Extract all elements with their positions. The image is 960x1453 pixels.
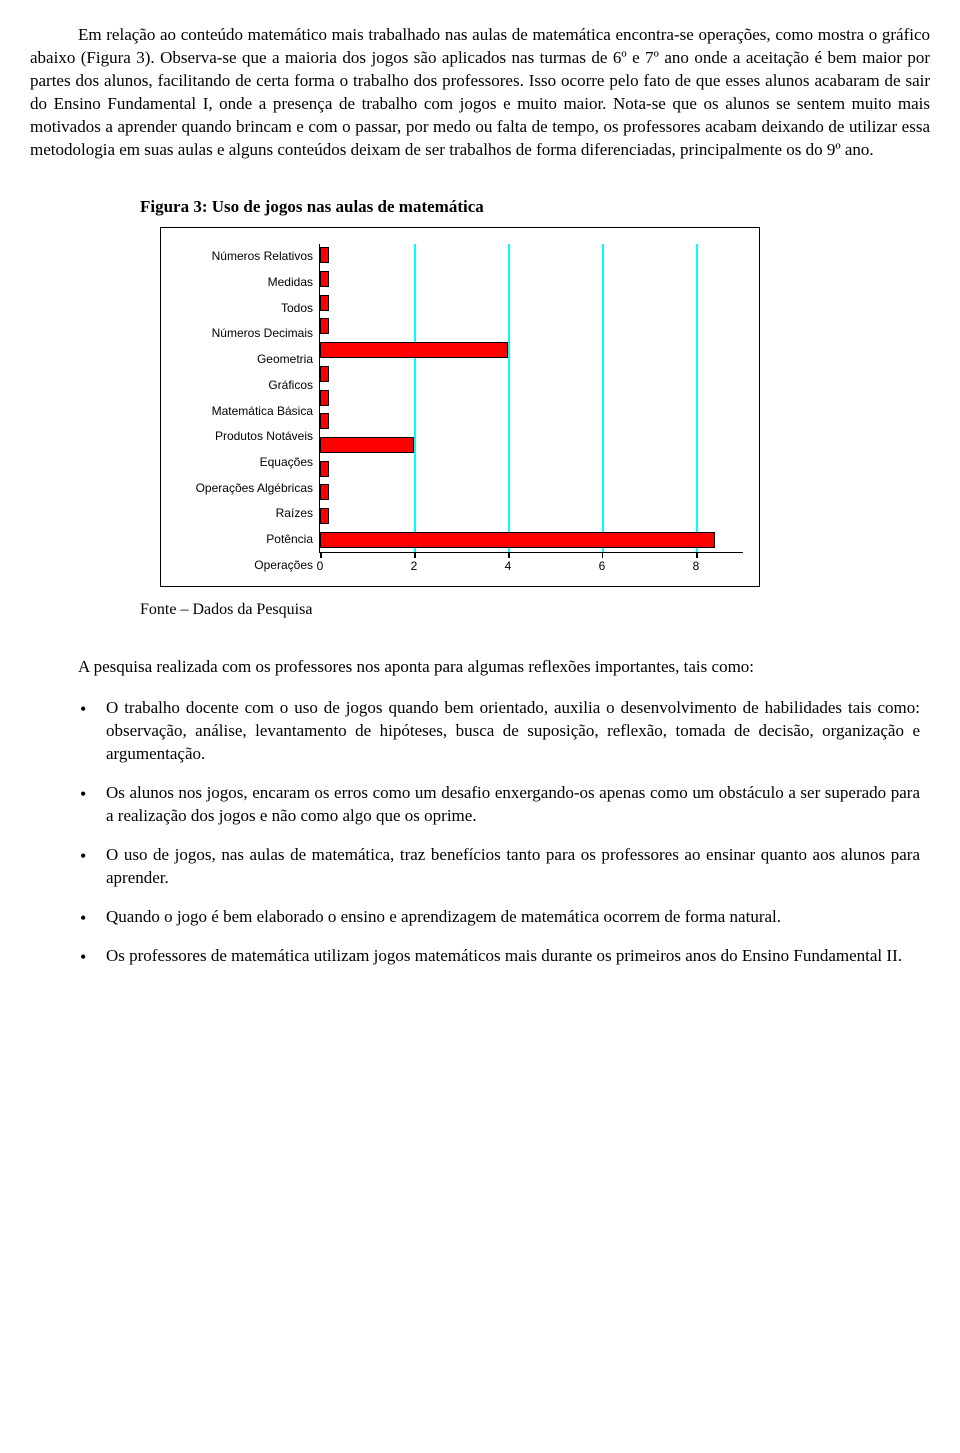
chart-bar-row <box>320 387 743 409</box>
chart-bar <box>320 390 329 406</box>
chart-y-label: Produtos Notáveis <box>169 425 319 447</box>
chart-bar-row <box>320 434 743 456</box>
chart-bar <box>320 532 715 548</box>
chart-bar <box>320 271 329 287</box>
list-item: Quando o jogo é bem elaborado o ensino e… <box>80 906 920 929</box>
chart-tick-mark <box>320 552 322 558</box>
chart-y-label: Medidas <box>169 271 319 293</box>
chart-y-label: Potência <box>169 528 319 550</box>
chart-bar <box>320 437 414 453</box>
list-item: O trabalho docente com o uso de jogos qu… <box>80 697 920 766</box>
chart-bar-row <box>320 410 743 432</box>
chart-y-label: Operações <box>169 554 319 576</box>
chart-bar-row <box>320 481 743 503</box>
chart-bar-row <box>320 268 743 290</box>
chart-tick-mark <box>602 552 604 558</box>
chart-tick-mark <box>508 552 510 558</box>
chart-y-label: Equações <box>169 451 319 473</box>
figure-caption: Figura 3: Uso de jogos nas aulas de mate… <box>30 196 930 219</box>
chart-bar-row <box>320 505 743 527</box>
chart-bar-row <box>320 363 743 385</box>
chart-bar-row <box>320 244 743 266</box>
chart-y-label: Números Relativos <box>169 245 319 267</box>
chart-y-label: Números Decimais <box>169 322 319 344</box>
chart-y-label: Matemática Básica <box>169 400 319 422</box>
chart-x-ticks: 0 2 4 6 8 <box>320 552 743 576</box>
chart-bar <box>320 295 329 311</box>
list-item: Os alunos nos jogos, encaram os erros co… <box>80 782 920 828</box>
chart-bar <box>320 342 508 358</box>
chart-bar <box>320 247 329 263</box>
chart-y-label: Raízes <box>169 502 319 524</box>
chart-container: Números Relativos Medidas Todos Números Dec… <box>160 227 760 587</box>
chart-plot-area: 02468 <box>319 244 743 553</box>
chart-x-tick-label: 8 <box>693 558 700 574</box>
chart-y-label: Todos <box>169 297 319 319</box>
chart-bar <box>320 508 329 524</box>
chart-bar-row <box>320 339 743 361</box>
chart-bar-row <box>320 292 743 314</box>
list-item: Os professores de matemática utilizam jo… <box>80 945 920 968</box>
chart-x-tick-label: 4 <box>505 558 512 574</box>
chart-x-tick-label: 6 <box>599 558 606 574</box>
chart-y-label: Operações Algébricas <box>169 477 319 499</box>
paragraph-intro: Em relação ao conteúdo matemático mais t… <box>30 24 930 162</box>
chart-bar-row <box>320 529 743 551</box>
chart-tick-mark <box>696 552 698 558</box>
list-item: O uso de jogos, nas aulas de matemática,… <box>80 844 920 890</box>
chart-bar-row <box>320 458 743 480</box>
paragraph-reflexoes: A pesquisa realizada com os professores … <box>30 656 930 679</box>
chart-y-labels: Números Relativos Medidas Todos Números Dec… <box>169 244 319 578</box>
chart-tick-mark <box>414 552 416 558</box>
chart-x-tick-label: 2 <box>411 558 418 574</box>
chart-bar <box>320 461 329 477</box>
chart-x-tick-label: 0 <box>317 558 324 574</box>
chart-bar <box>320 413 329 429</box>
chart-bar-row <box>320 315 743 337</box>
chart-y-label: Geometria <box>169 348 319 370</box>
figure-source: Fonte – Dados da Pesquisa <box>30 599 930 621</box>
chart-y-label: Gráficos <box>169 374 319 396</box>
chart-bars <box>320 244 743 552</box>
bullet-list: O trabalho docente com o uso de jogos qu… <box>30 697 930 967</box>
chart-bar <box>320 318 329 334</box>
chart-bar <box>320 366 329 382</box>
chart-bar <box>320 484 329 500</box>
